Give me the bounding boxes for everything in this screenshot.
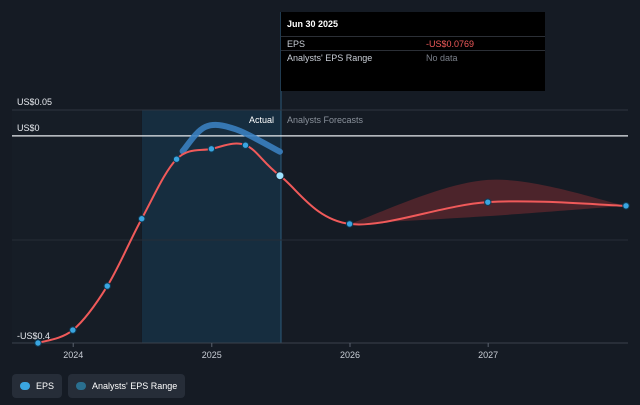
range-legend-dot-icon	[76, 382, 86, 390]
eps-point	[172, 155, 181, 163]
forecast-label: Analysts Forecasts	[287, 115, 364, 125]
actual-label: Actual	[249, 115, 274, 125]
actual-range-line	[179, 121, 283, 155]
eps-point	[484, 198, 492, 206]
legend-item-range[interactable]: Analysts' EPS Range	[68, 374, 186, 398]
x-tick-label: 2024	[63, 350, 83, 360]
eps-point	[241, 141, 250, 149]
x-tick-label: 2027	[478, 350, 498, 360]
legend-eps-label: EPS	[36, 381, 55, 391]
legend-range-label: Analysts' EPS Range	[92, 381, 178, 391]
tooltip-range-label: Analysts' EPS Range	[287, 53, 373, 63]
tooltip: Jun 30 2025 EPS -US$0.0769 Analysts' EPS…	[281, 12, 545, 91]
tooltip-eps-label: EPS	[287, 39, 306, 49]
actual-highlight-band	[142, 110, 281, 343]
x-tick-label: 2026	[340, 350, 360, 360]
eps-point	[69, 326, 77, 334]
eps-point	[622, 202, 630, 210]
y-tick-label: US$0.05	[17, 97, 52, 107]
tooltip-row-eps: EPS -US$0.0769	[281, 36, 545, 51]
eps-point	[345, 220, 354, 228]
eps-point	[275, 171, 285, 181]
past-band	[12, 110, 141, 343]
eps-legend-dot-icon	[20, 382, 30, 390]
legend-item-eps[interactable]: EPS	[12, 374, 63, 398]
tooltip-range-value: No data	[426, 53, 458, 63]
eps-point	[103, 282, 111, 290]
tooltip-date: Jun 30 2025	[287, 19, 339, 29]
tooltip-row-range: Analysts' EPS Range No data	[281, 50, 545, 65]
eps-point	[207, 145, 216, 153]
eps-point	[34, 339, 42, 347]
tooltip-eps-value: -US$0.0769	[426, 39, 475, 49]
y-tick-label: -US$0.4	[17, 331, 50, 341]
y-tick-label: US$0	[17, 123, 40, 133]
x-tick-label: 2025	[202, 350, 222, 360]
eps-point	[138, 215, 146, 223]
